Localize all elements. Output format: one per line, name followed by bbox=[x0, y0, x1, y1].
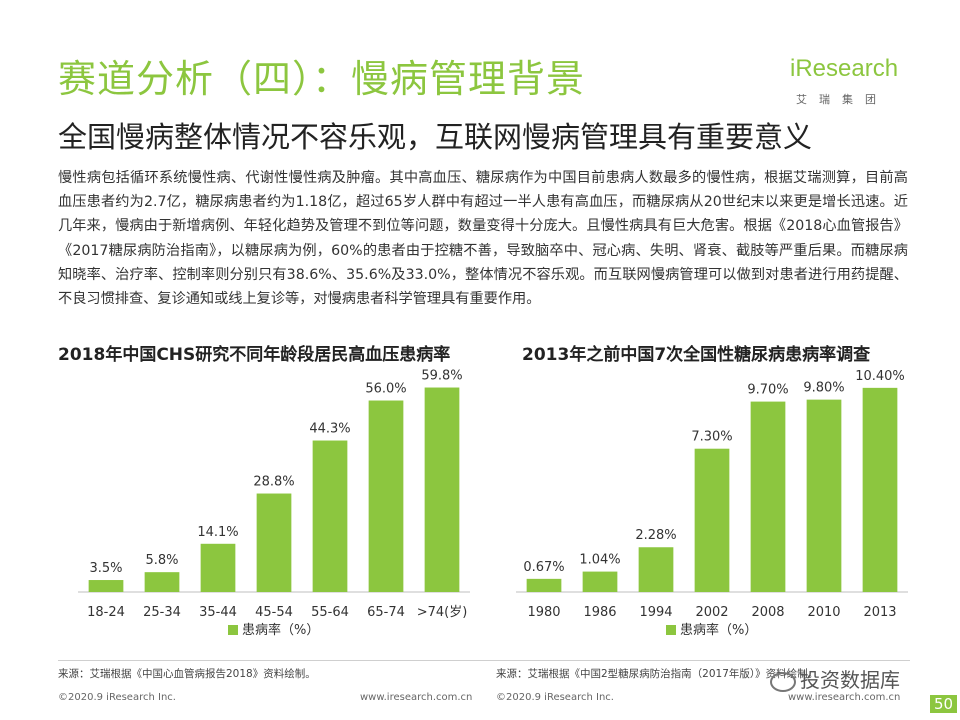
chart2-tick-label: 2008 bbox=[751, 605, 784, 620]
chart1-title: 2018年中国CHS研究不同年龄段居民高血压患病率 bbox=[58, 345, 451, 365]
logo-sub-text: 艾瑞集团 bbox=[796, 93, 888, 106]
chart2-bar bbox=[638, 547, 674, 592]
chart1-data-label: 5.8% bbox=[145, 553, 178, 568]
chart2-legend-label: 患病率（%） bbox=[680, 622, 757, 638]
chart1-data-label: 3.5% bbox=[89, 561, 122, 576]
site-url-left[interactable]: www.iresearch.com.cn bbox=[360, 692, 473, 703]
logo-main-text: iResearch bbox=[790, 55, 899, 82]
chart1-tick-label: >74(岁) bbox=[417, 605, 468, 620]
chart2-data-label: 1.04% bbox=[579, 553, 620, 568]
chart2-bar bbox=[526, 578, 562, 592]
chart2-title: 2013年之前中国7次全国性糖尿病患病率调查 bbox=[522, 345, 871, 365]
chart1-tick-label: 65-74 bbox=[367, 605, 405, 620]
page-subtitle: 全国慢病整体情况不容乐观，互联网慢病管理具有重要意义 bbox=[58, 120, 813, 154]
chart1-bar bbox=[144, 572, 180, 592]
watermark-text: 投资数据库 bbox=[800, 668, 900, 692]
chart2-tick-label: 2002 bbox=[695, 605, 728, 620]
copyright-left: ©2020.9 iResearch Inc. bbox=[58, 692, 176, 703]
chart1-data-label: 28.8% bbox=[253, 475, 294, 490]
chart1-tick-label: 35-44 bbox=[199, 605, 237, 620]
chart1-tick-label: 18-24 bbox=[87, 605, 125, 620]
chart2-bar bbox=[582, 571, 618, 592]
chart2-bar bbox=[862, 387, 898, 592]
chart2-legend-swatch bbox=[666, 625, 676, 635]
chart2-source: 来源：艾瑞根据《中国2型糖尿病防治指南（2017年版）》资料绘制。 bbox=[496, 668, 819, 680]
copyright-right: ©2020.9 iResearch Inc. bbox=[496, 692, 614, 703]
chart1-data-label: 59.8% bbox=[421, 369, 462, 384]
chart2-data-label: 2.28% bbox=[635, 528, 676, 543]
intro-paragraph: 慢性病包括循环系统慢性病、代谢性慢性病及肿瘤。其中高血压、糖尿病作为中国目前患病… bbox=[58, 170, 908, 308]
chart2-tick-label: 1986 bbox=[583, 605, 616, 620]
chart2-tick-label: 2010 bbox=[807, 605, 840, 620]
hypertension-bar-chart: 3.5% 18-24 5.8% 25-34 14.1% 35-44 28.8% 45-54 44… bbox=[78, 369, 470, 638]
chart2-tick-label: 2013 bbox=[863, 605, 896, 620]
chart1-bar bbox=[368, 400, 404, 592]
chart1-tick-label: 45-54 bbox=[255, 605, 293, 620]
chart1-data-label: 14.1% bbox=[197, 525, 238, 540]
chart2-bar bbox=[806, 399, 842, 592]
chart1-legend-label: 患病率（%） bbox=[242, 622, 319, 638]
chart1-data-label: 56.0% bbox=[365, 382, 406, 397]
chart2-data-label: 0.67% bbox=[523, 560, 564, 575]
chart1-bar bbox=[256, 493, 292, 592]
chart1-source: 来源：艾瑞根据《中国心血管病报告2018》资料绘制。 bbox=[58, 668, 316, 680]
chart1-tick-label: 55-64 bbox=[311, 605, 349, 620]
chart1-bar bbox=[88, 580, 124, 592]
chart2-data-label: 9.70% bbox=[747, 383, 788, 398]
chart1-tick-label: 25-34 bbox=[143, 605, 181, 620]
wechat-watermark: 投资数据库 bbox=[770, 664, 900, 693]
chart2-legend: 患病率（%） bbox=[666, 622, 757, 638]
chart1-legend-swatch bbox=[228, 625, 238, 635]
chart1-legend: 患病率（%） bbox=[228, 622, 319, 638]
site-url-right[interactable]: www.iresearch.com.cn bbox=[788, 692, 901, 703]
iresearch-logo: iResearch 艾瑞集团 bbox=[790, 55, 910, 111]
page-title: 赛道分析（四）：慢病管理背景 bbox=[58, 57, 586, 101]
chart1-bar bbox=[424, 387, 460, 592]
chart2-tick-label: 1994 bbox=[639, 605, 672, 620]
chart2-data-label: 9.80% bbox=[803, 381, 844, 396]
chart2-data-label: 7.30% bbox=[691, 430, 732, 445]
page-number: 50 bbox=[930, 695, 958, 713]
chart1-bar bbox=[200, 543, 236, 592]
chart2-data-label: 10.40% bbox=[855, 369, 905, 384]
chart1-bar bbox=[312, 440, 348, 592]
chart1-data-label: 44.3% bbox=[309, 422, 350, 437]
chart2-bar bbox=[694, 448, 730, 592]
footer-divider bbox=[58, 660, 910, 661]
diabetes-bar-chart: 0.67% 1980 1.04% 1986 2.28% 1994 7.30% 2002 9.70… bbox=[516, 369, 908, 638]
chart2-bar bbox=[750, 401, 786, 592]
wechat-icon bbox=[770, 671, 796, 692]
chart2-tick-label: 1980 bbox=[527, 605, 560, 620]
